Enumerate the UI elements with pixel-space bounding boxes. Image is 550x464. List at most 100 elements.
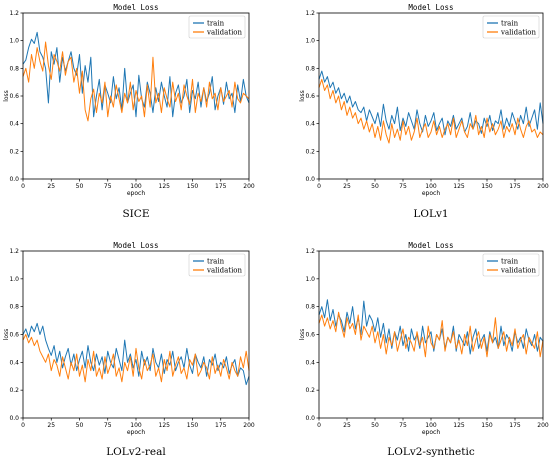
y-tick-label: 0.0 [9, 176, 19, 183]
y-tick-label: 0.4 [305, 359, 315, 366]
x-tick-label: 175 [215, 422, 227, 429]
x-tick-label: 25 [47, 422, 55, 429]
x-tick-label: 200 [243, 183, 255, 190]
y-tick-label: 1.0 [305, 276, 315, 283]
x-tick-label: 50 [371, 183, 379, 190]
y-tick-label: 0.8 [305, 65, 315, 72]
y-axis-label: loss [3, 90, 10, 102]
legend-label-validation: validation [500, 28, 537, 36]
y-tick-label: 0.4 [9, 121, 19, 128]
x-axis-label: epoch [422, 429, 440, 436]
x-tick-label: 150 [187, 422, 199, 429]
y-tick-label: 0.2 [9, 387, 19, 394]
chart-caption: LOLv2-real [106, 446, 166, 458]
x-tick-label: 50 [76, 422, 84, 429]
x-tick-label: 125 [453, 183, 465, 190]
y-tick-label: 0.6 [9, 93, 19, 100]
y-tick-label: 0.6 [9, 332, 19, 339]
y-tick-label: 0.4 [305, 121, 315, 128]
x-tick-label: 200 [243, 422, 255, 429]
x-tick-label: 125 [159, 422, 171, 429]
x-tick-label: 75 [399, 422, 407, 429]
series-line-validation [318, 311, 544, 358]
legend-label-validation: validation [206, 28, 243, 36]
y-tick-label: 0.4 [9, 359, 19, 366]
x-tick-label: 50 [371, 422, 379, 429]
x-tick-label: 50 [76, 183, 84, 190]
x-tick-label: 0 [21, 183, 25, 190]
series-line-train [22, 322, 250, 386]
x-tick-label: 0 [317, 422, 321, 429]
legend-label-train: train [207, 19, 225, 27]
legend-label-validation: validation [500, 266, 537, 274]
chart-caption: LOLv2-synthetic [387, 446, 475, 458]
y-tick-label: 1.2 [305, 248, 315, 255]
x-tick-label: 75 [399, 183, 407, 190]
series-line-train [318, 70, 544, 136]
x-tick-label: 100 [130, 422, 142, 429]
chart-caption: LOLv1 [413, 208, 448, 220]
y-axis-label: loss [299, 329, 306, 341]
series-line-train [22, 31, 250, 118]
y-tick-label: 0.0 [305, 176, 315, 183]
x-tick-label: 150 [187, 183, 199, 190]
y-tick-label: 0.0 [9, 415, 19, 422]
chart-caption: SICE [122, 208, 149, 220]
series-line-validation [22, 41, 250, 122]
x-tick-label: 150 [481, 422, 493, 429]
y-tick-label: 0.8 [9, 304, 19, 311]
chart-panel-3: Model Loss 0 25 50 75 100 125 150 175 200 0.0 0.2 0.… [3, 241, 255, 458]
y-tick-label: 0.2 [305, 387, 315, 394]
x-tick-label: 75 [104, 422, 112, 429]
x-tick-label: 100 [425, 183, 437, 190]
y-tick-label: 0.8 [305, 304, 315, 311]
series-line-train [318, 299, 544, 355]
x-tick-label: 125 [159, 183, 171, 190]
y-tick-label: 0.6 [305, 93, 315, 100]
y-tick-label: 0.6 [305, 332, 315, 339]
y-tick-label: 1.2 [9, 10, 19, 17]
x-tick-label: 100 [130, 183, 142, 190]
x-tick-label: 25 [343, 422, 351, 429]
x-axis-label: epoch [127, 429, 145, 436]
x-tick-label: 200 [537, 183, 549, 190]
x-tick-label: 150 [481, 183, 493, 190]
y-tick-label: 1.2 [305, 10, 315, 17]
y-tick-label: 0.2 [305, 148, 315, 155]
chart-title: Model Loss [408, 3, 453, 12]
y-tick-label: 0.2 [9, 148, 19, 155]
x-tick-label: 100 [425, 422, 437, 429]
chart-panel-4: Model Loss 0 25 50 75 100 125 150 175 200 0.0 0.2 0.… [299, 241, 549, 458]
y-tick-label: 0.8 [9, 65, 19, 72]
y-tick-label: 1.0 [9, 38, 19, 45]
y-axis-label: loss [3, 329, 10, 341]
x-tick-label: 0 [21, 422, 25, 429]
chart-title: Model Loss [113, 241, 158, 250]
x-tick-label: 175 [509, 422, 521, 429]
chart-title: Model Loss [113, 3, 158, 12]
series-line-validation [318, 78, 544, 144]
y-tick-label: 1.0 [305, 38, 315, 45]
series-line-validation [22, 334, 250, 383]
chart-panel-1: Model Loss 0 25 50 75 100 125 150 175 200 0.0 0.2 0.… [3, 3, 255, 220]
y-tick-label: 1.2 [9, 248, 19, 255]
legend-label-train: train [501, 257, 519, 265]
y-axis-label: loss [299, 90, 306, 102]
x-tick-label: 200 [537, 422, 549, 429]
x-tick-label: 125 [453, 422, 465, 429]
legend-label-train: train [501, 19, 519, 27]
x-tick-label: 25 [343, 183, 351, 190]
y-tick-label: 1.0 [9, 276, 19, 283]
x-axis-label: epoch [422, 190, 440, 197]
x-tick-label: 75 [104, 183, 112, 190]
legend-label-train: train [207, 257, 225, 265]
x-tick-label: 0 [317, 183, 321, 190]
chart-panel-2: Model Loss 0 25 50 75 100 125 150 175 200 0.0 0.2 0.… [299, 3, 549, 220]
x-tick-label: 175 [509, 183, 521, 190]
x-tick-label: 175 [215, 183, 227, 190]
y-tick-label: 0.0 [305, 415, 315, 422]
x-axis-label: epoch [127, 190, 145, 197]
legend-label-validation: validation [206, 266, 243, 274]
chart-title: Model Loss [408, 241, 453, 250]
